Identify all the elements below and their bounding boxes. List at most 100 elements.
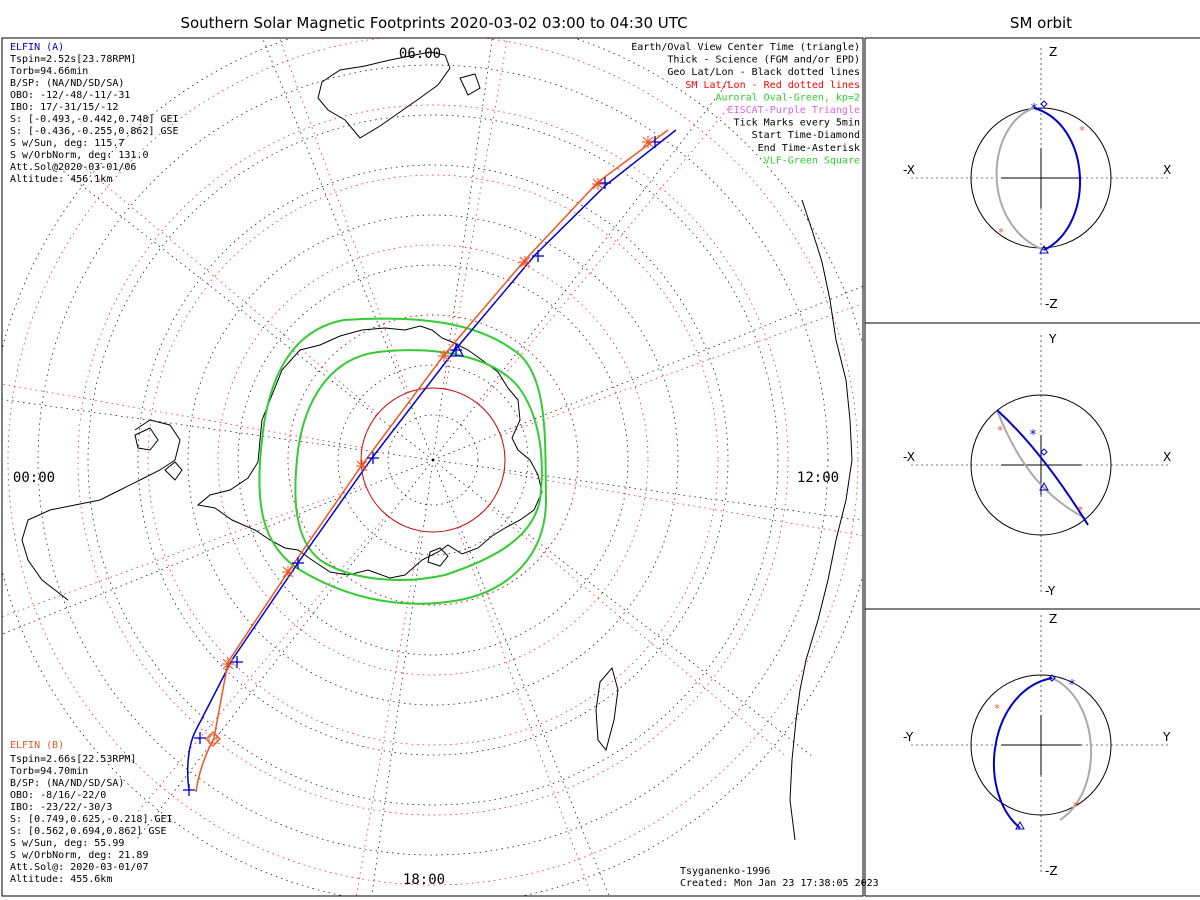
orbit-marker-b: *	[997, 424, 1004, 437]
legend-item: SM Lat/Lon - Red dotted lines	[685, 80, 860, 91]
orbit-marker-b: *	[1079, 124, 1086, 137]
auroral-oval-inner	[294, 349, 543, 581]
sm-lon-line	[479, 107, 729, 406]
orbit-center-triangle	[1015, 820, 1025, 830]
orbit-start-diamond	[1048, 674, 1056, 682]
orbit-panel: * * * Z -Z -Y Y	[903, 612, 1171, 878]
sat-info-line: S w/OrbNorm, deg: 131.0	[10, 150, 148, 161]
africa-coast	[789, 199, 853, 841]
sm-lat-circle	[77, 104, 789, 816]
sat-info-line: Att.Sol@: 2020-03-01/07	[10, 862, 148, 873]
sat-info-line: S: [-0.493,-0.442,0.748] GEI	[10, 114, 179, 125]
sm-lon-line	[137, 514, 387, 813]
legend-item: Auroral Oval-Green, kp=2	[716, 92, 861, 103]
geo-lon-line	[2, 399, 434, 461]
orbit-axis-right-label: X	[1163, 450, 1171, 464]
orbit-track-a	[1033, 107, 1082, 251]
sm-lon-line	[457, 527, 591, 893]
geo-lat-circle	[187, 214, 679, 706]
track-marks	[183, 136, 661, 796]
orbit-title: SM orbit	[1010, 14, 1072, 32]
orbit-axis-top-label: Y	[1048, 332, 1057, 346]
orbit-track-a	[992, 677, 1053, 829]
earth-circle	[970, 394, 1112, 536]
orbit-axis-bottom-label: -Y	[1045, 584, 1056, 598]
new-zealand-coast	[134, 427, 183, 481]
legend-item: Tick Marks every 5min	[734, 118, 860, 129]
earth-circle	[970, 674, 1112, 816]
sat-info-line: Altitude: 455.6km	[10, 874, 112, 885]
geo-lon-line	[2, 459, 434, 635]
south-america-coast	[317, 51, 451, 139]
australia-coast	[21, 419, 181, 601]
orbit-start-diamond	[1040, 100, 1048, 108]
sat-info-line: Att.Sol@2020-03-01/06	[10, 162, 136, 173]
legend-item: Start Time-Diamond	[752, 130, 860, 141]
geo-lat-circle	[237, 264, 629, 656]
orbit-axis-bottom-label: -Z	[1045, 297, 1058, 311]
orbit-axis-left-label: -Y	[903, 730, 914, 744]
madagascar-coast	[595, 666, 619, 752]
elfin-b-info: ELFIN (B) Tspin=2.66s[22.53RPM]Torb=94.7…	[10, 740, 173, 885]
orbit-tracks	[186, 129, 677, 793]
sm-inner-circle	[360, 387, 506, 533]
sat-info-line: Altitude: 456.1km	[10, 174, 112, 185]
auroral-oval-outer	[258, 317, 548, 605]
orbit-panel: * * * Y -Y -X X	[903, 332, 1171, 598]
sat-info-line: S w/OrbNorm, deg: 21.89	[10, 850, 148, 861]
geo-lat-circle	[137, 164, 729, 756]
orbit-marker-b: *	[1077, 504, 1084, 517]
legend-item: Geo Lat/Lon - Black dotted lines	[667, 67, 860, 78]
legend-item: Earth/Oval View Center Time (triangle)	[631, 42, 860, 53]
antarctica-coast	[196, 325, 543, 579]
geo-lon-line	[371, 459, 434, 896]
orbit-center-triangle	[1039, 481, 1049, 491]
sm-lon-line	[487, 506, 786, 756]
orbit-center-triangle	[1039, 244, 1049, 254]
sm-lat-circle	[7, 38, 859, 886]
orbit-track-a	[996, 409, 1089, 526]
sat-info-line: Tspin=2.66s[22.53RPM]	[10, 754, 136, 765]
sm-lon-line	[279, 38, 409, 393]
orbit-track-b	[995, 107, 1045, 251]
elfin-a-name: ELFIN (A)	[10, 42, 64, 53]
orbit-end-asterisk: *	[1030, 102, 1038, 117]
sat-info-line: S: [0.562,0.694,0.862] GSE	[10, 826, 167, 837]
elfin-a-track	[186, 129, 677, 791]
orbit-end-asterisk: *	[1029, 428, 1037, 443]
clock-label-bottom: 18:00	[403, 872, 445, 888]
legend-item: EISCAT-Purple Triangle	[728, 105, 860, 116]
elfin-b-start-diamond	[205, 731, 221, 747]
sat-info-line: B/SP: (NA/ND/SD/SA)	[10, 78, 124, 89]
view-center-triangle	[449, 342, 465, 357]
auroral-ovals	[258, 317, 548, 605]
elfin-b-name: ELFIN (B)	[10, 740, 64, 751]
sm-lat-circle	[287, 314, 579, 606]
sat-info-line: S: [-0.436,-0.255,0.862] GSE	[10, 126, 179, 137]
sm-lon-line	[445, 38, 508, 390]
orbit-axis-top-label: Z	[1049, 45, 1057, 59]
clock-label-top: 06:00	[399, 46, 441, 62]
orbit-panel: * * * Z -Z -X X	[903, 45, 1171, 311]
sm-orbit-panels: * * * Z -Z -X X * * * Y -Y -X X * * * Z -Z -Y Y	[903, 45, 1171, 878]
sat-info-line: Tspin=2.52s[23.78RPM]	[10, 54, 136, 65]
sat-info-line: S w/Sun, deg: 55.99	[10, 838, 124, 849]
elfin-b-track	[195, 129, 669, 793]
legend-item: VLF-Green Square	[764, 155, 860, 166]
orbit-start-diamond	[1040, 448, 1048, 456]
orbit-track-b	[1051, 677, 1093, 821]
coastlines	[21, 51, 853, 841]
geo-lon-line	[432, 38, 493, 461]
sm-lon-line	[500, 303, 863, 436]
orbit-marker-b: *	[998, 226, 1005, 239]
sm-lon-line	[2, 383, 363, 448]
island-coast-2	[459, 73, 481, 96]
geo-lat-circle	[37, 64, 829, 856]
sat-info-line: S w/Sun, deg: 115.7	[10, 138, 124, 149]
sat-info-line: Torb=94.66min	[10, 66, 88, 77]
clock-label-left: 00:00	[13, 470, 55, 486]
orbit-axis-left-label: -X	[903, 450, 915, 464]
sm-lat-circle	[217, 244, 649, 676]
